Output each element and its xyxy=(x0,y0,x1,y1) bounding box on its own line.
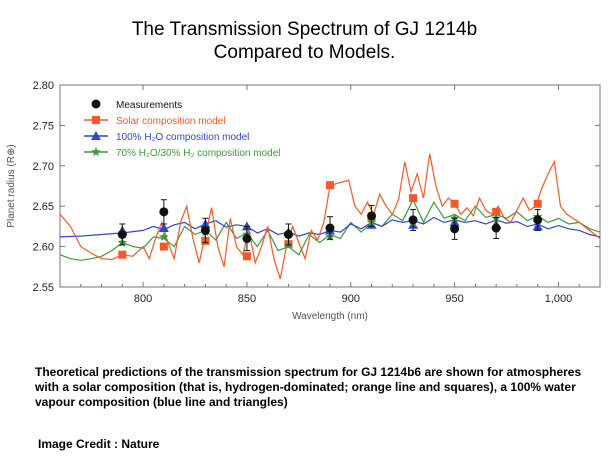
legend-label: Measurements xyxy=(116,100,182,111)
chart-title: The Transmission Spectrum of GJ 1214b Co… xyxy=(0,18,609,64)
measurement-point xyxy=(242,234,252,244)
chart-title-line1: The Transmission Spectrum of GJ 1214b xyxy=(131,19,478,40)
image-credit: Image Credit : Nature xyxy=(38,437,160,451)
legend-marker-solar xyxy=(92,116,100,124)
legend-label: 70% H₂O/30% H₂ composition model xyxy=(116,148,281,159)
mixed-point xyxy=(159,231,169,241)
chart-title-line2: Compared to Models. xyxy=(213,42,396,63)
y-axis-label: Planet radius (R⊕) xyxy=(6,144,17,227)
x-tick-label: 950 xyxy=(445,293,463,305)
solar-point xyxy=(492,207,501,216)
y-tick-label: 2.75 xyxy=(33,120,54,132)
solar-point xyxy=(326,181,334,190)
y-tick-label: 2.60 xyxy=(33,242,54,254)
solar-point xyxy=(118,250,127,259)
water-point xyxy=(158,223,169,233)
y-tick-label: 2.55 xyxy=(33,282,54,294)
measurement-point xyxy=(325,223,335,233)
chart-svg: 2.55 2.60 2.65 2.70 2.75 2.80 800 850 900 950 1,00… xyxy=(6,80,601,322)
measurement-point xyxy=(200,225,210,235)
solar-model-line xyxy=(60,153,600,280)
x-tick-label: 850 xyxy=(238,293,256,305)
measurement-point xyxy=(283,229,293,239)
legend-label: 100% H₂O composition model xyxy=(116,132,249,143)
y-tick-label: 2.80 xyxy=(33,80,54,92)
water-model-line xyxy=(60,216,600,238)
x-tick-label: 800 xyxy=(134,293,152,305)
solar-point xyxy=(159,242,168,251)
y-tick-label: 2.65 xyxy=(33,201,54,213)
legend-label: Solar composition model xyxy=(116,116,226,127)
measurement-point xyxy=(491,223,501,233)
y-tick-label: 2.70 xyxy=(33,161,54,173)
measurement-point xyxy=(367,211,377,221)
legend-marker-mixed xyxy=(91,147,101,156)
x-axis-label: Wavelength (nm) xyxy=(292,311,368,322)
legend-marker-water xyxy=(91,131,101,140)
solar-point xyxy=(242,252,251,261)
measurement-point xyxy=(117,229,127,239)
measurement-point xyxy=(408,215,418,225)
legend-marker-measurements xyxy=(91,99,101,109)
measurement-point xyxy=(159,207,169,217)
measurement-point xyxy=(533,215,543,225)
x-tick-label: 900 xyxy=(342,293,360,305)
x-tick-label: 1,000 xyxy=(545,293,573,305)
measurement-point xyxy=(450,224,460,234)
solar-point xyxy=(409,194,418,203)
solar-point xyxy=(533,199,542,208)
solar-point xyxy=(450,199,459,208)
figure-caption: Theoretical predictions of the transmiss… xyxy=(35,365,582,409)
